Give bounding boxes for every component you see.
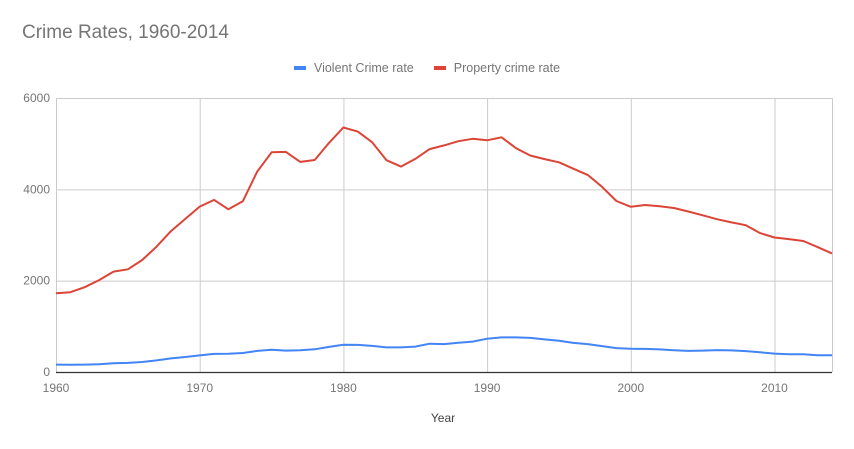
x-axis-ticks: 1960 1970 1980 1990 2000 2010 xyxy=(43,381,789,395)
series-lines xyxy=(55,126,833,366)
legend-swatch-property xyxy=(433,66,446,70)
x-tick-label: 1970 xyxy=(186,381,213,395)
x-tick-label: 1960 xyxy=(43,381,70,395)
legend-swatch-violent xyxy=(293,66,306,70)
y-axis-ticks: 0 2000 4000 6000 xyxy=(23,91,50,379)
series-line-property[interactable] xyxy=(55,126,833,295)
legend-item-violent[interactable]: Violent Crime rate xyxy=(293,61,414,75)
x-tick-label: 1980 xyxy=(330,381,357,395)
chart-legend: Violent Crime rate Property crime rate xyxy=(0,61,854,75)
x-tick-label: 1990 xyxy=(474,381,501,395)
y-tick-label: 6000 xyxy=(23,91,50,105)
legend-label-violent: Violent Crime rate xyxy=(313,61,414,75)
series-line-violent[interactable] xyxy=(55,336,833,366)
legend-item-property[interactable]: Property crime rate xyxy=(433,61,561,75)
chart-title: Crime Rates, 1960-2014 xyxy=(22,22,229,43)
x-tick-label: 2010 xyxy=(761,381,788,395)
x-axis-label: Year xyxy=(430,411,456,425)
gridlines xyxy=(56,98,833,372)
x-tick-label: 2000 xyxy=(617,381,644,395)
y-tick-label: 0 xyxy=(43,365,50,379)
y-tick-label: 4000 xyxy=(23,182,50,196)
legend-label-property: Property crime rate xyxy=(453,61,561,75)
y-tick-label: 2000 xyxy=(23,274,50,288)
